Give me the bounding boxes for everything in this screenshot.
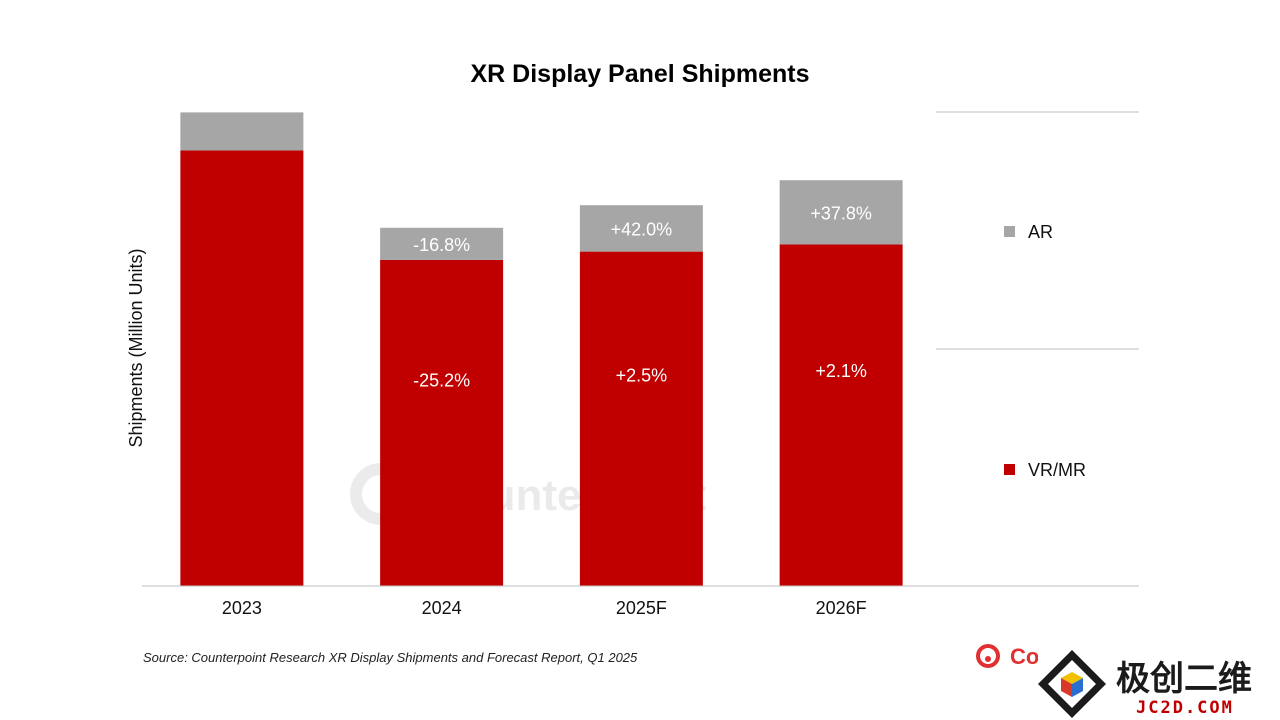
bars-group [180,112,903,587]
bar-ar-2025f [579,205,703,252]
data-label-ar-2024: -16.8% [413,235,470,255]
source-note: Source: Counterpoint Research XR Display… [143,650,638,665]
data-label-ar-2025f: +42.0% [611,219,673,239]
data-label-vr-mr-2025f: +2.5% [616,365,668,385]
bar-ar-2024 [380,227,504,260]
x-tick-labels: 2023 2024 2025F 2026F [222,598,867,618]
legend-label-vrmr: VR/MR [1028,460,1086,480]
data-labels-group: -25.2% -16.8% +2.5% +42.0% +2.1% +37.8% [413,203,872,390]
x-tick-2023: 2023 [222,598,262,618]
legend-item-ar: AR [1004,222,1053,242]
data-label-vr-mr-2026f: +2.1% [815,361,867,381]
bar-ar-2023 [180,112,304,151]
badge-site-text: JC2D.COM [1136,698,1234,718]
bar-ar-2026f [779,180,903,245]
legend-swatch-ar [1004,226,1015,237]
logo-ring-icon [976,644,1000,668]
site-badge: 极创二维 JC2D.COM [1038,648,1280,720]
data-label-ar-2026f: +37.8% [810,203,872,223]
bar-vr-mr-2026f [779,244,903,586]
legend-swatch-vrmr [1004,464,1015,475]
legend-label-ar: AR [1028,222,1053,242]
x-tick-2026f: 2026F [816,598,867,618]
x-tick-2025f: 2025F [616,598,667,618]
bar-vr-mr-2024 [380,259,504,586]
badge-diamond-icon [1038,650,1106,718]
y-axis-label: Shipments (Million Units) [126,248,146,447]
bar-vr-mr-2025f [579,251,703,587]
chart-title: XR Display Panel Shipments [471,60,810,88]
badge-chinese-text: 极创二维 [1116,660,1252,698]
x-tick-2024: 2024 [422,598,462,618]
legend-item-vrmr: VR/MR [1004,460,1086,480]
bar-vr-mr-2023 [180,150,304,586]
logo-dot-icon [985,656,991,662]
data-label-vr-mr-2024: -25.2% [413,371,470,391]
